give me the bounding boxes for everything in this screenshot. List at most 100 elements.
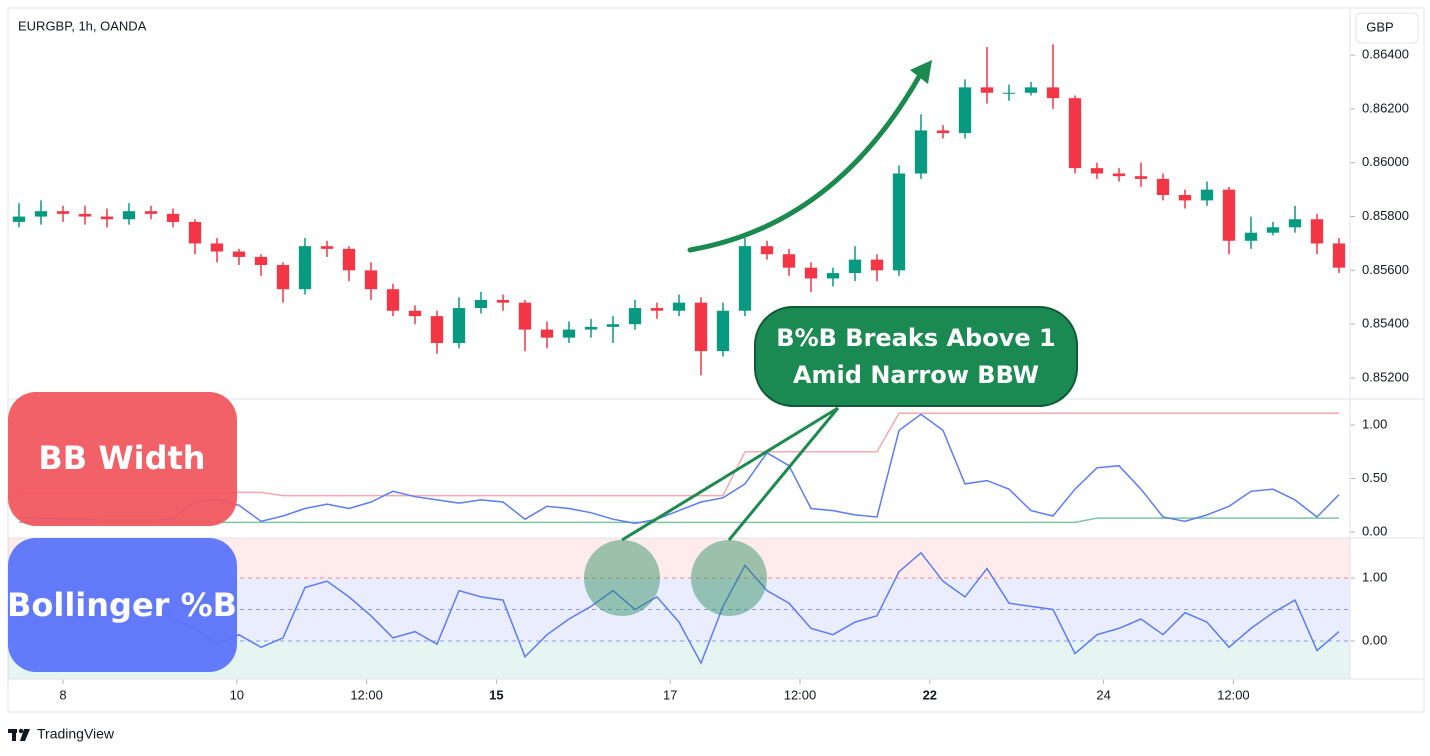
y-tick-label: 0.00 [1362,523,1387,538]
candle-body [694,302,708,352]
candle-body [210,243,224,252]
candle-body [166,213,180,222]
logo-part [18,728,24,734]
callout-box [754,306,1078,407]
candle-body [1002,92,1016,94]
x-tick-label: 24 [1096,687,1110,702]
y-tick-label: 0.85600 [1362,262,1409,277]
candle-body [1310,219,1324,244]
callout-pointer [621,406,839,542]
candle-body [276,264,290,290]
brand-logo [8,728,30,741]
x-tick-label: 10 [230,687,244,702]
candle-body [1046,87,1060,99]
candle-body [1156,178,1170,196]
y-tick-label: 0.85200 [1362,369,1409,384]
candle-body [1266,227,1280,233]
indicator-line [19,517,1339,524]
x-tick-label: 8 [59,687,66,702]
candle-body [848,259,862,274]
candle-body [1134,176,1148,179]
candle-body [408,310,422,317]
logo-part [12,729,16,741]
candle-body [56,211,70,214]
candle-body [1090,168,1104,174]
chart-frame [7,7,1425,713]
currency-button[interactable] [1355,12,1419,44]
candle-body [1244,232,1258,241]
candle-body [474,299,488,309]
candle-body [1288,219,1302,228]
y-tick-label: 0.86400 [1362,47,1409,62]
candle-body [892,173,906,271]
x-tick-label: 17 [663,687,677,702]
candle-body [364,270,378,290]
callout-pointer [727,407,840,541]
indicator-line [19,412,1339,497]
x-tick-label: 12:00 [784,687,817,702]
candle-body [782,254,796,268]
indicator-line [18,413,1340,525]
indicator-line [18,551,1340,665]
candle-body [386,289,400,311]
candle-body [958,87,972,134]
brand-name: TradingView [37,726,115,742]
y-tick-label: 1.00 [1362,569,1387,584]
candle-body [760,246,774,255]
candle-body [980,87,994,93]
annotations: B%B Breaks Above 1 Amid Narrow BBW BB Wi… [7,60,1078,672]
pctb-label-box [8,538,237,672]
y-tick-label: 0.86200 [1362,100,1409,115]
x-tick-label: 15 [489,687,503,702]
candle-body [518,302,532,330]
candle-body [936,130,950,134]
candle-body [452,308,466,344]
candle-body [232,251,246,257]
candle-body [1178,195,1192,201]
candle-body [1200,189,1214,201]
y-tick-label: 1.00 [1362,416,1387,431]
highlight-circle [584,540,660,616]
candle-body [606,324,620,327]
candle-body [12,216,26,222]
candle-body [320,246,334,249]
candle-body [100,216,114,220]
candle-body [342,248,356,271]
bbw-label-box [8,392,237,526]
candle-body [804,267,818,279]
currency-label[interactable]: GBP [1366,19,1393,34]
candle-body [298,246,312,290]
x-tick-label: 22 [923,687,937,702]
candle-body [34,211,48,217]
candle-body [1068,98,1082,169]
candle-body [188,221,202,244]
candle-body [738,246,752,311]
candle-body [914,130,928,174]
candle-body [1024,87,1038,93]
logo-part [20,729,30,741]
candle-body [1222,189,1236,241]
callout-text: Amid Narrow BBW [793,361,1039,389]
y-tick-label: 0.86000 [1362,154,1409,169]
arrow-head [910,60,932,84]
callout-text: B%B Breaks Above 1 [776,324,1055,352]
candle-body [584,326,598,330]
candle-body [870,259,884,271]
x-tick-label: 12:00 [1217,687,1250,702]
y-tick-label: 0.85800 [1362,208,1409,223]
y-tick-label: 0.85400 [1362,316,1409,331]
candle-body [628,308,642,325]
highlight-circle [691,540,767,616]
y-tick-label: 0.00 [1362,632,1387,647]
symbol-label: EURGBP, 1h, OANDA [18,18,147,33]
trend-arrow [687,72,923,253]
candle-body [1332,243,1346,268]
y-tick-label: 0.50 [1362,470,1387,485]
candle-body [540,329,554,338]
candle-body [562,329,576,338]
candle-body [78,213,92,217]
candle-body [650,308,664,311]
candle-body [1112,173,1126,177]
candle-body [716,310,730,352]
